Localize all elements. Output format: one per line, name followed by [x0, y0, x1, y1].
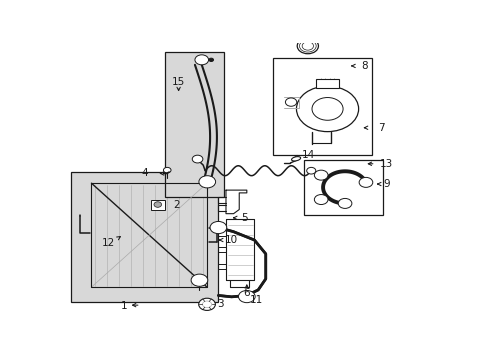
Text: 10: 10 — [224, 235, 237, 245]
Circle shape — [314, 170, 327, 180]
Ellipse shape — [291, 157, 300, 161]
Circle shape — [202, 301, 211, 308]
Circle shape — [199, 176, 215, 188]
Text: 3: 3 — [217, 299, 223, 309]
Circle shape — [208, 58, 213, 62]
Bar — [273, 58, 371, 156]
Circle shape — [314, 194, 327, 204]
Text: 4: 4 — [141, 168, 147, 179]
Text: 13: 13 — [379, 159, 392, 169]
Text: 2: 2 — [173, 199, 180, 210]
Bar — [316, 79, 338, 87]
Circle shape — [163, 167, 171, 173]
Bar — [151, 199, 164, 210]
Text: 6: 6 — [243, 288, 250, 298]
Circle shape — [358, 177, 372, 187]
Circle shape — [296, 86, 358, 132]
Bar — [165, 51, 224, 197]
Text: 1: 1 — [121, 301, 127, 311]
Text: 12: 12 — [102, 238, 115, 248]
Circle shape — [311, 98, 343, 120]
Bar — [303, 159, 383, 215]
Text: 5: 5 — [241, 213, 248, 223]
Circle shape — [297, 38, 318, 54]
Circle shape — [192, 155, 203, 163]
Circle shape — [191, 274, 207, 286]
Text: 11: 11 — [249, 295, 263, 305]
Text: 15: 15 — [172, 77, 185, 87]
Text: 7: 7 — [377, 123, 384, 133]
Circle shape — [306, 167, 315, 174]
Circle shape — [195, 55, 208, 65]
Text: 9: 9 — [383, 179, 389, 189]
Text: 14: 14 — [301, 150, 314, 161]
Bar — [70, 172, 218, 302]
Circle shape — [338, 198, 351, 208]
Circle shape — [198, 298, 215, 310]
Circle shape — [210, 221, 226, 234]
Text: 8: 8 — [360, 61, 367, 71]
Circle shape — [154, 202, 161, 207]
Circle shape — [285, 98, 296, 106]
Circle shape — [238, 291, 255, 303]
